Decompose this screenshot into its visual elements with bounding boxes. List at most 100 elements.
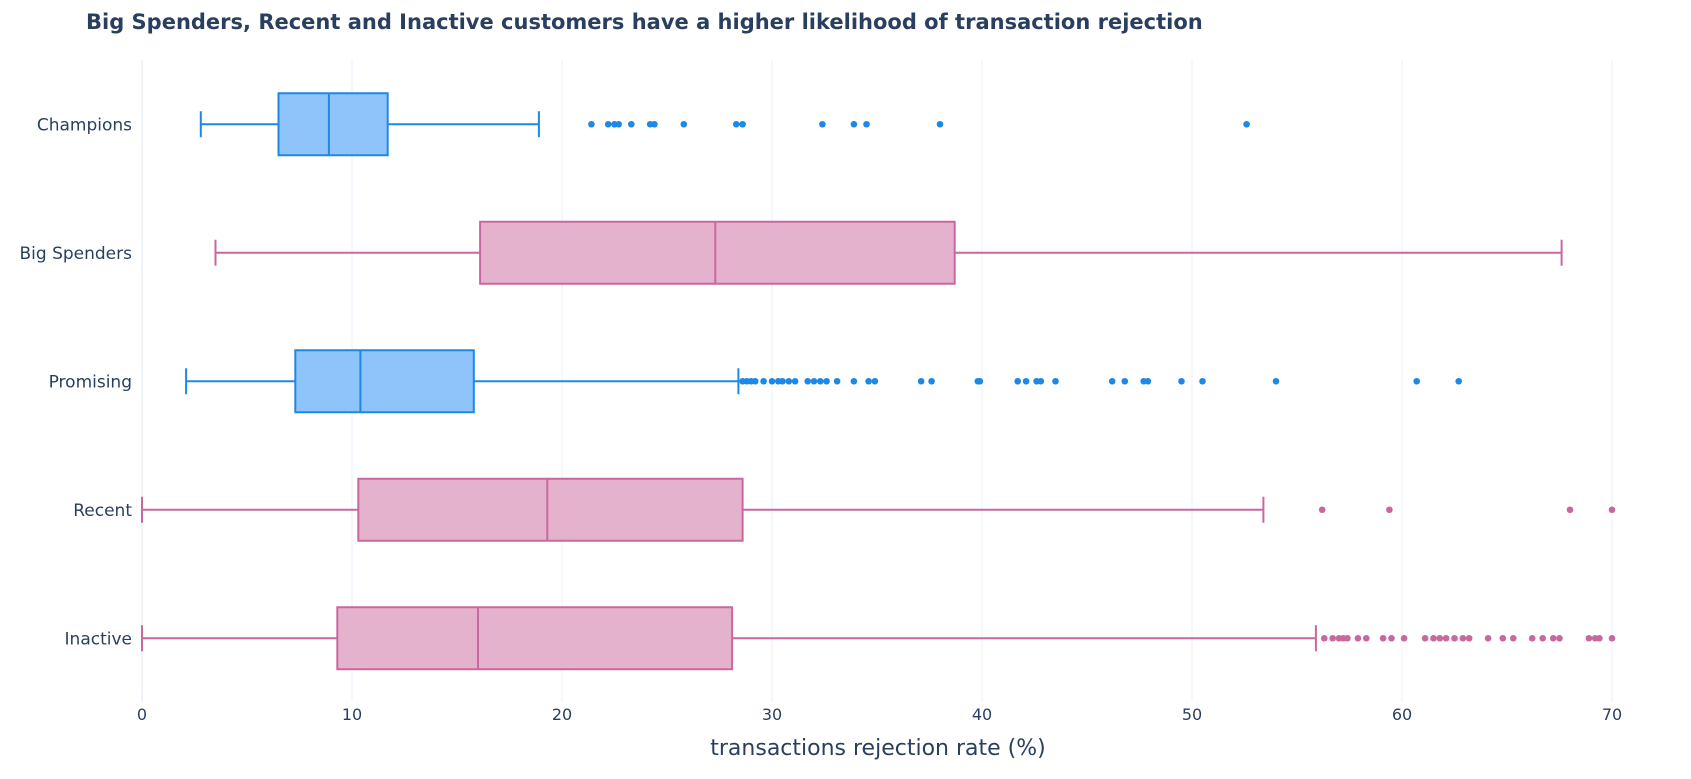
x-tick-labels: 0 10 20 30 40 50 60 70 xyxy=(137,705,1622,724)
outlier-point xyxy=(651,120,658,128)
outlier-point xyxy=(871,377,879,385)
outlier-point xyxy=(1243,120,1250,128)
outlier-point xyxy=(976,377,984,385)
boxes xyxy=(141,92,1616,671)
box-group-champions xyxy=(199,92,1250,157)
outlier-point xyxy=(1528,634,1536,642)
outlier-point xyxy=(1585,634,1593,642)
outlier-point xyxy=(791,377,799,385)
outlier-point xyxy=(1608,634,1616,642)
outlier-point xyxy=(1121,377,1129,385)
chart-title: Big Spenders, Recent and Inactive custom… xyxy=(86,10,1203,34)
x-tick-label: 0 xyxy=(137,705,147,724)
outlier-point xyxy=(768,377,776,385)
iqr-box xyxy=(277,92,389,157)
outlier-point xyxy=(1329,634,1336,642)
outlier-point xyxy=(1608,506,1616,514)
category-label: Big Spenders xyxy=(20,244,133,264)
box-group-inactive xyxy=(141,606,1616,671)
outlier-point xyxy=(1566,506,1574,514)
box-group-promising xyxy=(185,349,1462,414)
outlier-point xyxy=(863,120,870,128)
outlier-point xyxy=(588,120,595,128)
outlier-point xyxy=(1499,634,1507,642)
iqr-box xyxy=(479,220,956,285)
outlier-point xyxy=(604,120,612,128)
outlier-point xyxy=(1451,634,1458,642)
iqr-box xyxy=(357,477,744,542)
outlier-point xyxy=(1430,634,1437,642)
iqr-box xyxy=(294,349,475,414)
outlier-point xyxy=(1459,634,1467,642)
outlier-point xyxy=(1379,634,1387,642)
x-tick-label: 40 xyxy=(972,705,992,724)
outlier-point xyxy=(1272,377,1280,385)
outlier-point xyxy=(1178,377,1185,385)
outlier-point xyxy=(1388,634,1395,642)
outlier-point xyxy=(850,377,858,385)
x-tick-label: 10 xyxy=(342,705,362,724)
outlier-point xyxy=(865,377,872,385)
outlier-point xyxy=(1539,634,1546,642)
outlier-point xyxy=(680,120,688,128)
category-labels: Champions Big Spenders Promising Recent Inac… xyxy=(20,115,133,649)
outlier-point xyxy=(1442,634,1450,642)
outlier-point xyxy=(785,377,793,385)
outlier-point xyxy=(1144,377,1152,385)
x-tick-label: 60 xyxy=(1392,705,1412,724)
outlier-point xyxy=(628,120,635,128)
outlier-point xyxy=(751,377,759,385)
outlier-point xyxy=(1363,634,1370,642)
outlier-point xyxy=(1344,634,1351,642)
outlier-point xyxy=(779,377,786,385)
outlier-point xyxy=(928,377,935,385)
outlier-point xyxy=(733,120,740,128)
outlier-point xyxy=(1318,506,1326,514)
outlier-point xyxy=(760,377,767,385)
outlier-point xyxy=(804,377,811,385)
outlier-point xyxy=(823,377,830,385)
outlier-point xyxy=(1465,634,1473,642)
box-group-big-spenders xyxy=(214,220,1563,285)
outlier-point xyxy=(739,120,746,128)
outlier-point xyxy=(850,120,858,128)
outlier-point xyxy=(1421,634,1429,642)
x-axis-title: transactions rejection rate (%) xyxy=(710,736,1045,761)
x-tick-label: 70 xyxy=(1602,705,1622,724)
outlier-point xyxy=(936,120,944,128)
outlier-point xyxy=(1484,634,1492,642)
outlier-point xyxy=(1549,634,1557,642)
outlier-point xyxy=(810,377,818,385)
outlier-point xyxy=(615,120,622,128)
outlier-point xyxy=(1455,377,1462,385)
outlier-point xyxy=(1556,634,1563,642)
outlier-point xyxy=(1108,377,1116,385)
outlier-point xyxy=(833,377,841,385)
category-label: Promising xyxy=(49,372,132,392)
category-label: Inactive xyxy=(65,629,132,649)
outlier-point xyxy=(1022,377,1030,385)
outlier-point xyxy=(1199,377,1206,385)
category-label: Champions xyxy=(37,115,132,135)
outlier-point xyxy=(1014,377,1021,385)
outlier-point xyxy=(1413,377,1420,385)
outlier-point xyxy=(1037,377,1045,385)
x-tick-label: 20 xyxy=(552,705,572,724)
outlier-point xyxy=(1386,506,1393,514)
outlier-point xyxy=(1354,634,1362,642)
box-group-recent xyxy=(141,477,1616,542)
category-label: Recent xyxy=(73,501,132,521)
outlier-point xyxy=(1321,634,1328,642)
iqr-box xyxy=(336,606,734,671)
x-tick-label: 30 xyxy=(762,705,782,724)
outlier-point xyxy=(819,120,826,128)
outlier-point xyxy=(1596,634,1603,642)
outlier-point xyxy=(1400,634,1408,642)
outlier-point xyxy=(1052,377,1059,385)
x-tick-label: 50 xyxy=(1182,705,1202,724)
outlier-point xyxy=(817,377,824,385)
outlier-point xyxy=(917,377,925,385)
outlier-point xyxy=(1510,634,1517,642)
